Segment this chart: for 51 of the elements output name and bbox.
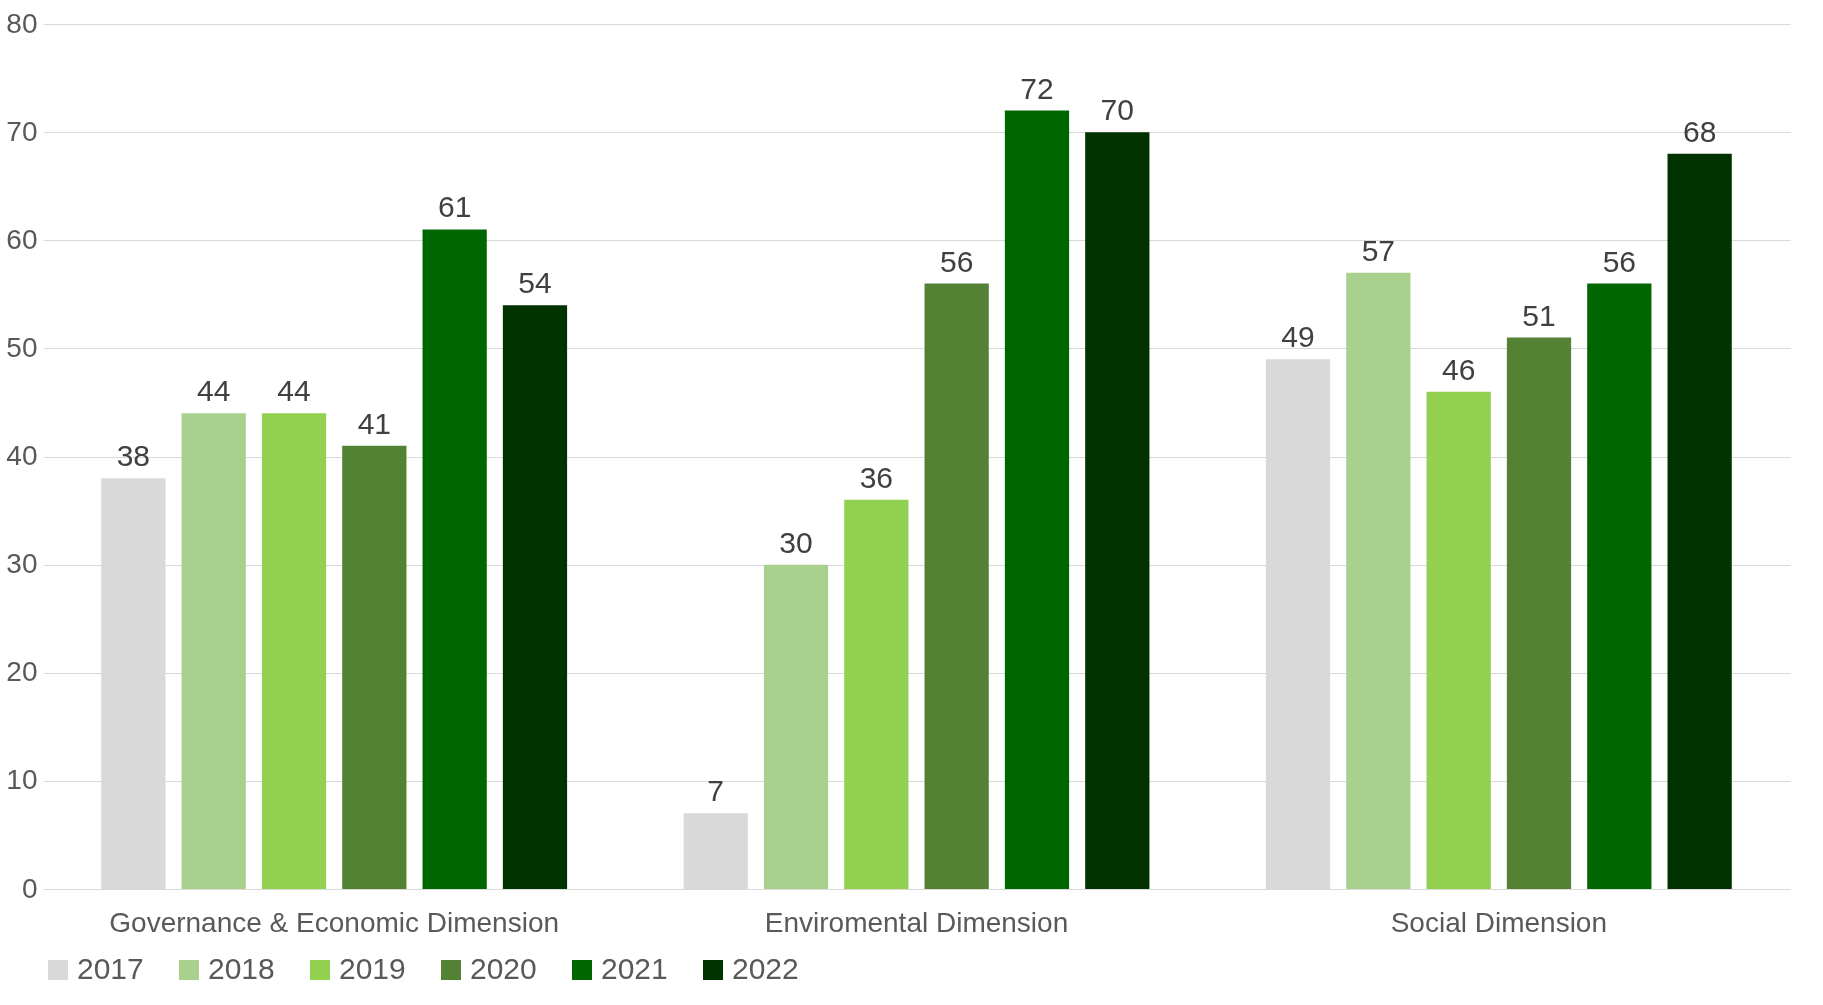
data-label: 68 [1682,114,1717,148]
data-label: 56 [1602,244,1636,278]
bar [924,283,989,889]
bar [763,564,829,889]
data-label: 57 [1361,233,1396,267]
y-tick-label: 0 [21,872,38,904]
legend-label: 2018 [208,952,275,985]
y-tick-label: 10 [6,764,38,796]
legend-label: 2019 [339,952,406,985]
y-tick-label: 60 [6,223,38,255]
x-tick-label: Social Dimension [1390,906,1607,938]
bar [502,305,568,889]
bar [844,499,909,889]
bar [1004,110,1070,889]
data-label: 56 [939,244,974,278]
bar [342,445,407,889]
data-label: 36 [859,460,894,494]
data-label: 30 [779,525,813,559]
bar [181,413,246,889]
y-tick-label: 20 [6,656,38,688]
y-tick-label: 40 [6,440,38,471]
bar [1426,391,1491,889]
data-label: 49 [1281,320,1315,354]
bar [261,413,327,889]
y-tick-label: 70 [6,115,38,147]
data-label: 38 [116,439,151,473]
x-tick-label: Governance & Economic Dimension [109,906,560,938]
legend-label: 2022 [732,952,799,985]
legend-label: 2020 [470,952,537,985]
legend-label: 2021 [601,952,668,985]
bar [1506,337,1572,889]
data-label: 44 [197,374,231,408]
data-label: 70 [1100,93,1134,127]
y-tick-label: 30 [6,548,38,580]
bar [1667,153,1732,889]
bar [422,229,487,889]
data-label: 44 [277,374,311,408]
bar [1587,283,1652,889]
data-label: 41 [357,406,392,440]
bar [1346,272,1411,889]
bar [1085,132,1150,889]
x-tick-label: Enviromental Dimension [764,906,1069,938]
data-label: 7 [707,774,725,808]
data-label: 72 [1020,71,1054,105]
legend-label: 2017 [77,952,144,985]
data-label: 46 [1441,352,1476,386]
data-label: 54 [518,266,552,300]
y-tick-label: 50 [6,331,38,363]
data-label: 61 [437,190,472,224]
y-tick-label: 80 [6,7,38,39]
data-label: 51 [1522,298,1556,332]
